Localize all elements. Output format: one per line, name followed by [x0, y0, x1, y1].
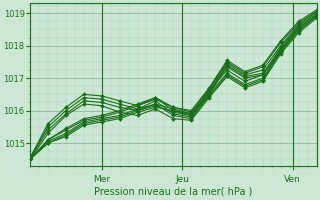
- X-axis label: Pression niveau de la mer( hPa ): Pression niveau de la mer( hPa ): [94, 187, 252, 197]
